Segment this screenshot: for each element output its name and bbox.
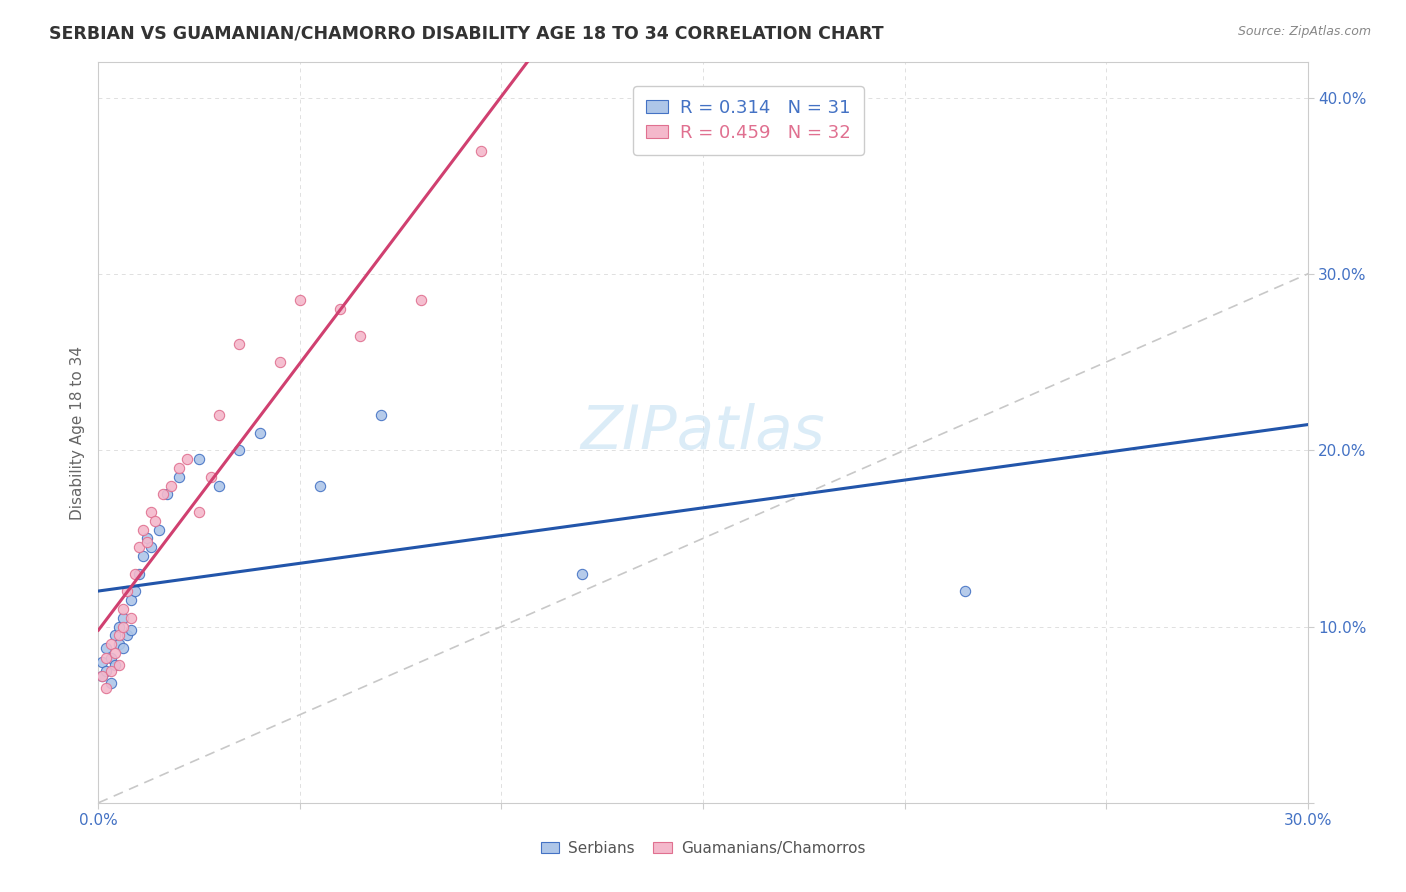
- Point: [139, 505, 162, 519]
- Point: [200, 469, 222, 483]
- Point: [309, 478, 332, 492]
- Point: [103, 628, 125, 642]
- Point: [143, 514, 166, 528]
- Point: [288, 293, 311, 308]
- Point: [107, 628, 129, 642]
- Point: [91, 655, 114, 669]
- Point: [96, 681, 118, 696]
- Point: [132, 549, 155, 563]
- Point: [91, 669, 114, 683]
- Point: [139, 540, 162, 554]
- Point: [188, 452, 211, 467]
- Y-axis label: Disability Age 18 to 34: Disability Age 18 to 34: [69, 345, 84, 520]
- Point: [107, 637, 129, 651]
- Point: [111, 640, 134, 655]
- Point: [470, 144, 492, 158]
- Point: [152, 487, 174, 501]
- Point: [409, 293, 432, 308]
- Point: [128, 540, 150, 554]
- Point: [167, 469, 190, 483]
- Point: [176, 452, 198, 467]
- Point: [100, 676, 122, 690]
- Point: [120, 623, 142, 637]
- Point: [107, 658, 129, 673]
- Point: [120, 593, 142, 607]
- Text: SERBIAN VS GUAMANIAN/CHAMORRO DISABILITY AGE 18 TO 34 CORRELATION CHART: SERBIAN VS GUAMANIAN/CHAMORRO DISABILITY…: [49, 25, 884, 43]
- Point: [111, 602, 134, 616]
- Point: [269, 355, 291, 369]
- Legend: Serbians, Guamanians/Chamorros: Serbians, Guamanians/Chamorros: [534, 835, 872, 862]
- Point: [128, 566, 150, 581]
- Point: [103, 658, 125, 673]
- Point: [124, 584, 146, 599]
- Point: [111, 619, 134, 633]
- Point: [208, 478, 231, 492]
- Point: [107, 619, 129, 633]
- Point: [160, 478, 183, 492]
- Point: [953, 584, 976, 599]
- Point: [370, 408, 392, 422]
- Point: [156, 487, 179, 501]
- Point: [100, 637, 122, 651]
- Point: [132, 523, 155, 537]
- Point: [249, 425, 271, 440]
- Text: Source: ZipAtlas.com: Source: ZipAtlas.com: [1237, 25, 1371, 38]
- Point: [96, 664, 118, 678]
- Point: [91, 669, 114, 683]
- Point: [188, 505, 211, 519]
- Point: [100, 664, 122, 678]
- Point: [96, 640, 118, 655]
- Point: [571, 566, 593, 581]
- Point: [148, 523, 170, 537]
- Point: [111, 610, 134, 624]
- Point: [115, 628, 138, 642]
- Point: [228, 337, 250, 351]
- Text: ZIPatlas: ZIPatlas: [581, 403, 825, 462]
- Point: [208, 408, 231, 422]
- Point: [124, 566, 146, 581]
- Point: [103, 646, 125, 660]
- Point: [228, 443, 250, 458]
- Point: [167, 461, 190, 475]
- Point: [96, 651, 118, 665]
- Point: [135, 532, 157, 546]
- Point: [349, 328, 371, 343]
- Point: [115, 584, 138, 599]
- Point: [135, 535, 157, 549]
- Point: [329, 302, 352, 317]
- Point: [100, 651, 122, 665]
- Point: [120, 610, 142, 624]
